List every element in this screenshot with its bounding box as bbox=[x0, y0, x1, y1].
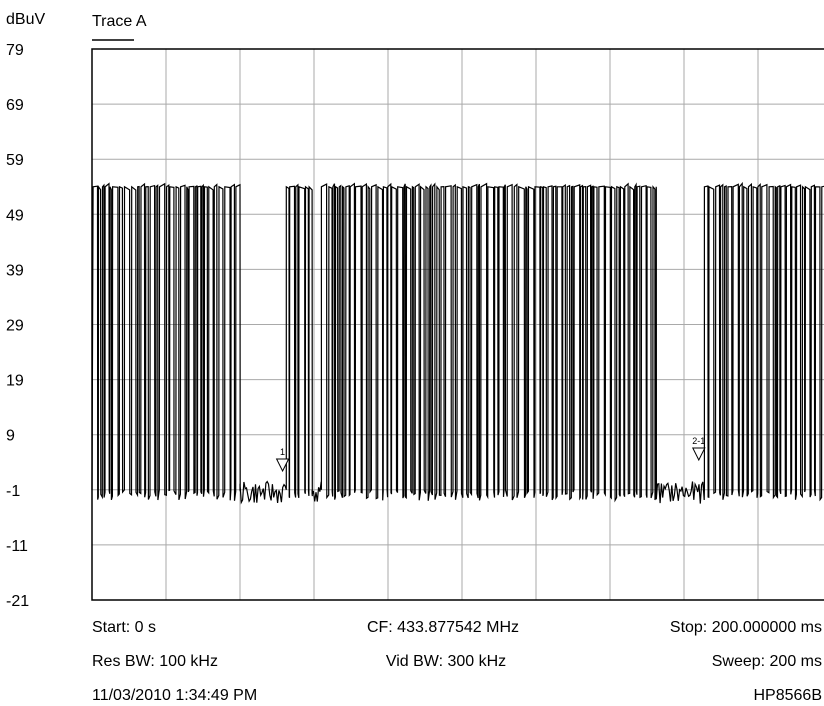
y-tick-label: -21 bbox=[6, 593, 29, 610]
center-frequency-label: CF: 433.877542 MHz bbox=[367, 619, 519, 636]
marker-group: 1 2-1 bbox=[275, 436, 706, 473]
timestamp-label: 11/03/2010 1:34:49 PM bbox=[92, 687, 257, 704]
y-tick-label: 69 bbox=[6, 97, 24, 114]
instrument-label: HP8566B bbox=[754, 687, 823, 704]
sweep-label: Sweep: 200 ms bbox=[712, 653, 822, 670]
y-tick-label: 9 bbox=[6, 428, 15, 445]
y-tick-label: 19 bbox=[6, 373, 24, 390]
y-axis-tick-labels: 79 69 59 49 39 29 19 9 -1 -11 -21 bbox=[6, 42, 29, 610]
y-tick-label: 29 bbox=[6, 318, 24, 335]
marker-label: 2-1 bbox=[692, 436, 705, 446]
stop-label: Stop: 200.000000 ms bbox=[670, 619, 822, 636]
y-tick-label: 39 bbox=[6, 262, 24, 279]
trace-a-line bbox=[91, 181, 824, 505]
marker-label: 1 bbox=[280, 447, 285, 457]
y-tick-label: 79 bbox=[6, 42, 24, 59]
y-axis-unit-label: dBuV bbox=[6, 11, 45, 28]
marker-triangle-icon bbox=[691, 447, 706, 462]
y-tick-label: 59 bbox=[6, 152, 24, 169]
plot-frame bbox=[91, 48, 824, 601]
res-bw-label: Res BW: 100 kHz bbox=[92, 653, 218, 670]
vid-bw-label: Vid BW: 300 kHz bbox=[386, 653, 506, 670]
marker-triangle-icon bbox=[275, 458, 290, 473]
y-tick-label: -1 bbox=[6, 483, 20, 500]
y-tick-label: 49 bbox=[6, 207, 24, 224]
trace-title: Trace A bbox=[92, 13, 147, 30]
start-label: Start: 0 s bbox=[92, 619, 156, 636]
y-tick-label: -11 bbox=[6, 538, 28, 555]
